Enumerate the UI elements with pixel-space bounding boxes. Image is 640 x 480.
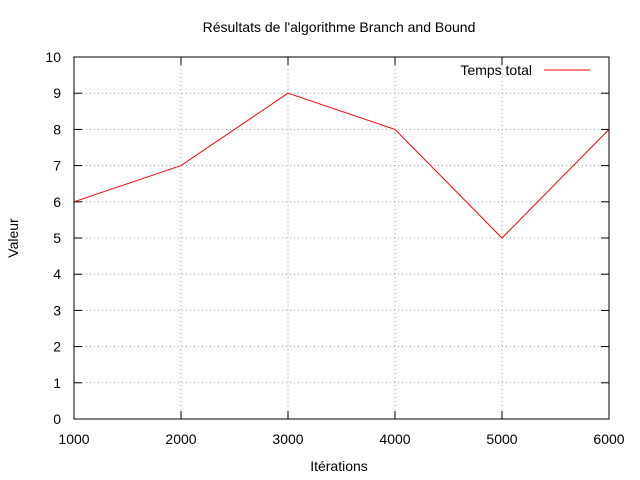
chart-title: Résultats de l'algorithme Branch and Bou… — [203, 19, 476, 35]
y-tick-label: 2 — [53, 339, 61, 355]
x-axis-label: Itérations — [310, 458, 368, 474]
y-tick-label: 0 — [53, 411, 61, 427]
legend-label: Temps total — [460, 62, 532, 78]
y-tick-label: 7 — [53, 158, 61, 174]
x-tick-label: 6000 — [593, 431, 624, 447]
x-tick-label: 3000 — [272, 431, 303, 447]
y-axis-label: Valeur — [5, 218, 21, 258]
y-tick-label: 4 — [53, 266, 61, 282]
y-tick-label: 5 — [53, 230, 61, 246]
axis-ticks: 0 1 2 3 4 5 6 7 8 9 10 1000 2000 3000 4000 5000 6000 — [45, 49, 624, 447]
series-line — [73, 92, 610, 239]
plot-frame — [73, 56, 610, 420]
x-tick-label: 4000 — [379, 431, 410, 447]
y-tick-label: 6 — [53, 194, 61, 210]
y-tick-label: 1 — [53, 375, 61, 391]
x-tick-label: 5000 — [486, 431, 517, 447]
x-tick-label: 1000 — [58, 431, 89, 447]
y-tick-label: 3 — [53, 302, 61, 318]
y-tick-label: 9 — [53, 85, 61, 101]
series-lines — [73, 92, 610, 239]
y-tick-label: 10 — [45, 49, 61, 65]
x-tick-label: 2000 — [165, 431, 196, 447]
y-tick-label: 8 — [53, 121, 61, 137]
legend: Temps total — [460, 62, 590, 78]
